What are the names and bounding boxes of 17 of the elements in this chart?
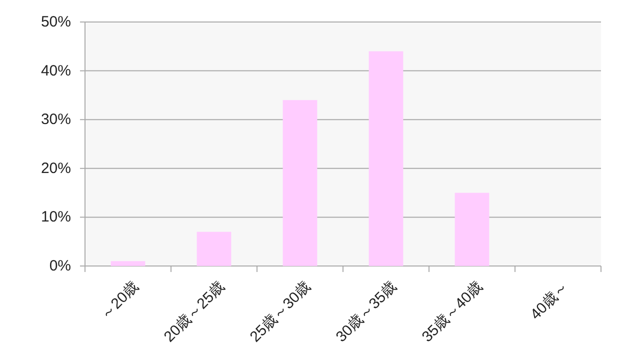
y-tick-label: 10% — [40, 208, 71, 226]
x-tick-label: 20歳～25歳 — [160, 278, 228, 346]
bar — [110, 261, 146, 266]
y-tick-label: 0% — [49, 258, 71, 274]
x-tick-label: 35歳～40歳 — [418, 278, 486, 346]
x-tick-label: ～20歳 — [97, 278, 142, 324]
x-tick-label: 40歳～ — [527, 278, 572, 324]
y-tick-label: 40% — [40, 62, 71, 80]
y-tick-label: 30% — [40, 111, 71, 128]
bar — [282, 100, 318, 266]
x-tick-label: 25歳～30歳 — [246, 278, 314, 346]
x-tick-label: 30歳～35歳 — [332, 278, 400, 346]
y-tick-label: 50% — [40, 14, 71, 30]
y-tick-label: 20% — [40, 160, 71, 177]
bar — [454, 192, 490, 266]
bar — [196, 232, 232, 266]
bar — [368, 51, 404, 266]
